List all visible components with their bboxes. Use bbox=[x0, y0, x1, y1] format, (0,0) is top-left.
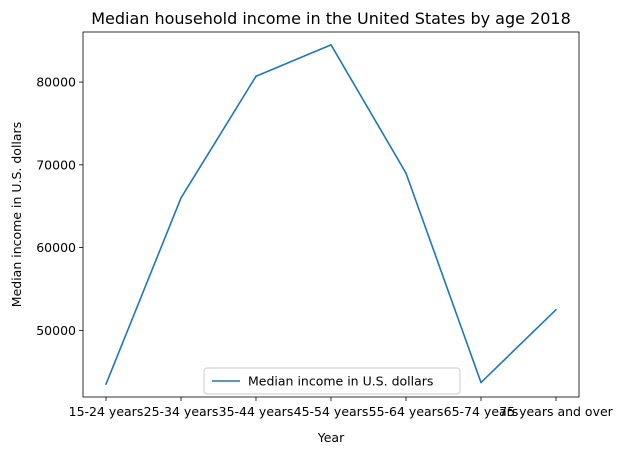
x-tick-label: 25-34 years bbox=[144, 404, 219, 419]
x-tick-label: 75 years and over bbox=[499, 404, 613, 419]
legend-label: Median income in U.S. dollars bbox=[248, 374, 433, 389]
x-tick-label: 15-24 years bbox=[69, 404, 144, 419]
data-point bbox=[255, 75, 257, 78]
data-point bbox=[180, 197, 182, 199]
y-axis: 50000 60000 70000 80000 bbox=[36, 75, 83, 338]
data-point bbox=[105, 383, 107, 385]
x-tick-label: 45-54 years bbox=[294, 404, 369, 419]
data-point bbox=[555, 308, 557, 311]
plot-area: 50000 60000 70000 80000 15-24 years 25-34 ye… bbox=[36, 31, 614, 419]
data-point bbox=[330, 44, 332, 46]
x-tick-label: 65-74 years bbox=[444, 404, 519, 419]
y-tick-label: 80000 bbox=[36, 75, 76, 90]
y-tick-label: 50000 bbox=[36, 323, 76, 338]
x-tick-label: 55-64 years bbox=[369, 404, 444, 419]
data-point bbox=[480, 381, 482, 384]
data-point bbox=[405, 172, 407, 174]
series-layer bbox=[105, 44, 557, 385]
legend: Median income in U.S. dollars bbox=[203, 367, 461, 395]
chart-title: Median household income in the United St… bbox=[91, 9, 571, 28]
y-tick-label: 70000 bbox=[36, 157, 76, 172]
legend-box bbox=[203, 367, 461, 395]
x-axis: 15-24 years 25-34 years 35-44 years 45-54 y… bbox=[69, 397, 614, 419]
y-axis-label: Median income in U.S. dollars bbox=[9, 122, 24, 307]
x-tick-label: 35-44 years bbox=[219, 404, 294, 419]
plot-frame bbox=[82, 31, 580, 398]
y-tick-label: 60000 bbox=[36, 240, 76, 255]
x-axis-label: Year bbox=[317, 430, 345, 445]
